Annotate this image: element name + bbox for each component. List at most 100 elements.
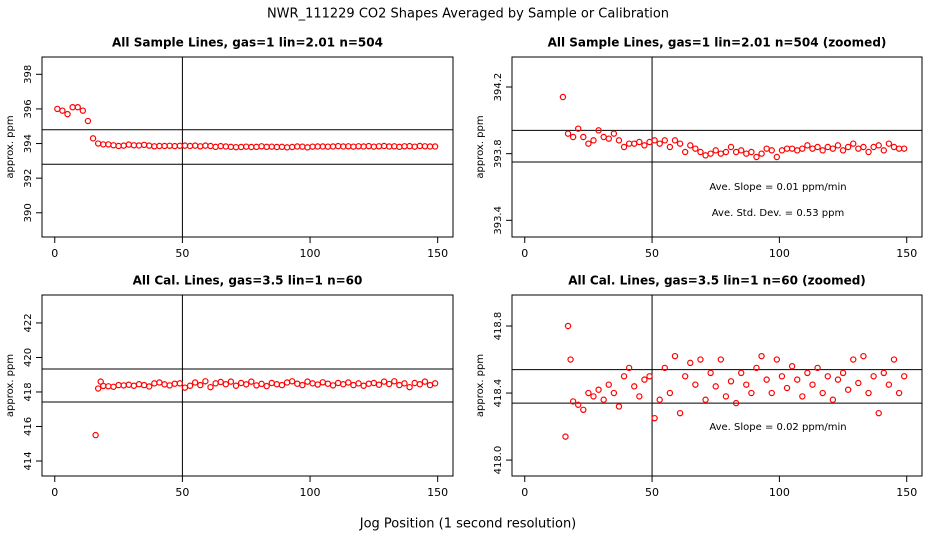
data-point [294, 143, 301, 150]
data-point [115, 381, 122, 389]
data-point [580, 133, 587, 141]
data-point [288, 143, 296, 151]
data-point [737, 369, 745, 377]
data-point [130, 142, 138, 149]
data-point [890, 356, 898, 363]
data-point [712, 383, 719, 390]
data-point [722, 393, 730, 400]
data-point [717, 150, 725, 157]
data-point [391, 143, 398, 150]
data-point [732, 399, 740, 407]
data-point [237, 379, 245, 387]
data-point [345, 379, 352, 386]
x-tick-label: 100 [769, 486, 790, 499]
plot-frame [511, 56, 923, 238]
data-point [355, 380, 362, 387]
data-point [135, 142, 143, 149]
data-point [753, 364, 760, 372]
data-point [671, 137, 679, 144]
data-point [895, 389, 903, 397]
data-point [299, 381, 306, 389]
y-tick-label: 422 [23, 313, 34, 332]
data-point [661, 364, 668, 372]
data-point [860, 143, 867, 151]
data-point [431, 380, 439, 387]
data-point [559, 93, 567, 101]
data-point [207, 142, 214, 150]
data-point [299, 143, 306, 150]
data-point [829, 396, 837, 403]
y-tick-label: 394 [23, 134, 34, 153]
data-point [411, 143, 418, 150]
data-point [625, 140, 633, 147]
y-tick-label: 420 [23, 348, 34, 367]
data-point [651, 137, 658, 144]
data-point [631, 383, 638, 390]
data-point [186, 382, 194, 389]
data-point [676, 140, 684, 147]
y-tick-label: 416 [23, 417, 34, 436]
data-point [360, 382, 367, 389]
data-point [258, 143, 265, 150]
y-tick-label: 418.4 [493, 379, 504, 408]
data-point [855, 145, 862, 152]
data-point [636, 393, 643, 400]
data-point [712, 147, 719, 154]
data-point [350, 143, 357, 150]
data-point [656, 140, 663, 147]
data-point [702, 152, 709, 159]
data-point [885, 140, 893, 147]
plot-frame [41, 294, 454, 477]
y-tick-label: 398 [23, 65, 34, 84]
data-point [681, 373, 689, 380]
data-point [431, 143, 439, 150]
data-point [146, 383, 153, 390]
data-point [590, 393, 597, 400]
data-point [661, 137, 668, 144]
data-point [232, 143, 240, 151]
data-point [737, 147, 745, 154]
data-point [309, 143, 316, 150]
data-point [651, 414, 658, 422]
data-point [314, 381, 321, 388]
data-point [375, 143, 383, 150]
data-point [212, 143, 219, 151]
x-tick-label: 50 [645, 247, 659, 260]
data-point [656, 396, 663, 403]
data-point [875, 142, 882, 149]
data-point [197, 143, 204, 150]
data-point [294, 380, 301, 387]
data-point [829, 145, 837, 152]
data-point [304, 378, 311, 385]
x-tick-label: 50 [175, 486, 189, 499]
y-axis-label: approx. ppm [475, 354, 486, 417]
data-point [396, 381, 403, 389]
data-point [426, 381, 434, 389]
data-point [197, 381, 204, 389]
data-point [748, 389, 755, 397]
data-point [345, 143, 352, 150]
data-point [426, 143, 434, 150]
data-point [562, 433, 569, 440]
data-point [217, 378, 224, 386]
data-point [120, 382, 127, 389]
data-point [834, 376, 842, 383]
data-point [161, 381, 168, 388]
annotation: Ave. Slope = 0.01 ppm/min [709, 182, 846, 193]
data-point [273, 143, 281, 151]
data-point [140, 141, 148, 149]
data-point [253, 143, 260, 151]
data-point [100, 382, 107, 390]
data-point [171, 380, 178, 387]
data-point [283, 144, 291, 151]
data-point [641, 376, 648, 383]
data-point [84, 117, 92, 125]
data-point [814, 143, 821, 151]
x-tick-label: 150 [896, 486, 917, 499]
data-point [324, 380, 332, 387]
data-point [727, 143, 735, 151]
data-point [875, 409, 882, 417]
x-tick-label: 0 [51, 486, 58, 499]
data-point [416, 142, 424, 150]
